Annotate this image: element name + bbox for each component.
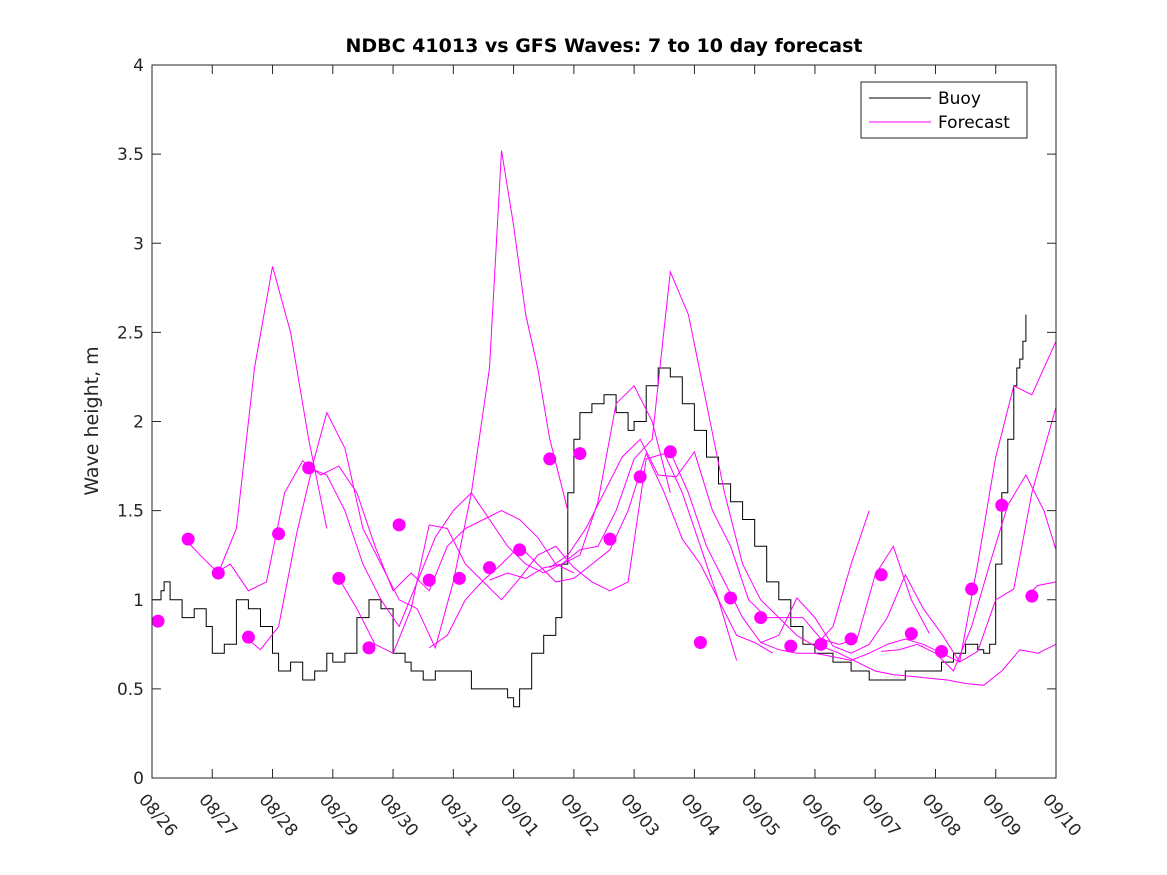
forecast-marker (633, 470, 647, 484)
plot-lines (152, 150, 1057, 708)
forecast-series-line-5 (338, 452, 738, 661)
x-tick-label: 08/28 (255, 790, 302, 840)
forecast-series-line-4 (308, 384, 671, 628)
y-tick-label: 1 (133, 591, 144, 611)
x-tick-label: 09/08 (918, 790, 965, 840)
forecast-markers (151, 445, 1039, 658)
x-tick-label: 08/31 (436, 790, 483, 840)
legend-buoy-label: Buoy (938, 89, 981, 109)
forecast-marker (724, 591, 738, 605)
forecast-marker (452, 571, 466, 585)
forecast-marker (302, 461, 316, 475)
forecast-series-line-1 (184, 266, 328, 574)
forecast-marker (965, 582, 979, 596)
forecast-marker (513, 543, 527, 557)
forecast-series-line-2 (215, 459, 575, 592)
forecast-marker (151, 614, 165, 628)
forecast-marker (362, 641, 376, 655)
forecast-series-line-12 (881, 473, 1057, 672)
forecast-marker (874, 568, 888, 582)
forecast-marker (934, 644, 948, 658)
forecast-marker (332, 571, 346, 585)
forecast-marker (482, 561, 496, 575)
forecast-marker (241, 630, 255, 644)
legend-forecast-label: Forecast (938, 113, 1010, 133)
forecast-marker (272, 527, 286, 541)
forecast-marker (211, 566, 225, 580)
forecast-series-line-3 (245, 150, 569, 651)
x-tick-label: 09/04 (677, 790, 724, 840)
forecast-marker (573, 447, 587, 461)
forecast-marker (995, 498, 1009, 512)
x-tick-label: 09/02 (556, 790, 603, 840)
forecast-marker (754, 611, 768, 625)
buoy-series-line (152, 314, 1027, 708)
forecast-series-line-8 (549, 438, 930, 645)
y-tick-label: 3.5 (117, 145, 144, 165)
x-tick-label: 09/09 (978, 790, 1025, 840)
y-axis: 0 0.5 1 1.5 2 2.5 3 3.5 4 (117, 56, 1056, 789)
x-tick-label: 09/06 (797, 790, 844, 840)
forecast-marker (904, 627, 918, 641)
x-tick-label: 09/01 (496, 790, 543, 840)
legend: Buoy Forecast (860, 81, 1028, 139)
y-axis-label: Wave height, m (81, 346, 103, 495)
legend-box (860, 81, 1028, 139)
y-tick-label: 2 (133, 413, 144, 433)
forecast-series-line-9 (669, 407, 1057, 663)
x-axis: 08/26 08/27 08/28 08/29 08/30 08/31 09/01 09/02… (134, 65, 1085, 841)
forecast-marker (603, 532, 617, 546)
y-tick-label: 0 (133, 769, 144, 789)
y-tick-label: 3 (133, 234, 144, 254)
forecast-series-line-6 (428, 452, 773, 654)
forecast-marker (784, 639, 798, 653)
x-tick-label: 08/29 (315, 790, 362, 840)
y-tick-label: 4 (133, 56, 144, 76)
x-tick-label: 08/27 (194, 790, 241, 840)
forecast-marker (814, 637, 828, 651)
forecast-marker (1025, 589, 1039, 603)
y-tick-label: 1.5 (117, 502, 144, 522)
x-tick-label: 09/07 (857, 790, 904, 840)
forecast-marker (693, 636, 707, 650)
chart-title: NDBC 41013 vs GFS Waves: 7 to 10 day for… (345, 35, 862, 57)
forecast-marker (543, 452, 557, 466)
y-tick-label: 2.5 (117, 323, 144, 343)
forecast-marker (663, 445, 677, 459)
x-tick-label: 08/30 (375, 790, 422, 840)
forecast-marker (181, 532, 195, 546)
forecast-marker (844, 632, 858, 646)
forecast-series-line-10 (760, 341, 1057, 663)
forecast-marker (422, 573, 436, 587)
x-tick-label: 09/05 (737, 790, 784, 840)
forecast-marker (392, 518, 406, 532)
y-tick-label: 0.5 (117, 680, 144, 700)
forecast-series-line-11 (820, 643, 1057, 686)
x-tick-label: 08/26 (134, 790, 181, 840)
x-tick-label: 09/10 (1038, 790, 1085, 840)
x-tick-label: 09/03 (616, 790, 663, 840)
